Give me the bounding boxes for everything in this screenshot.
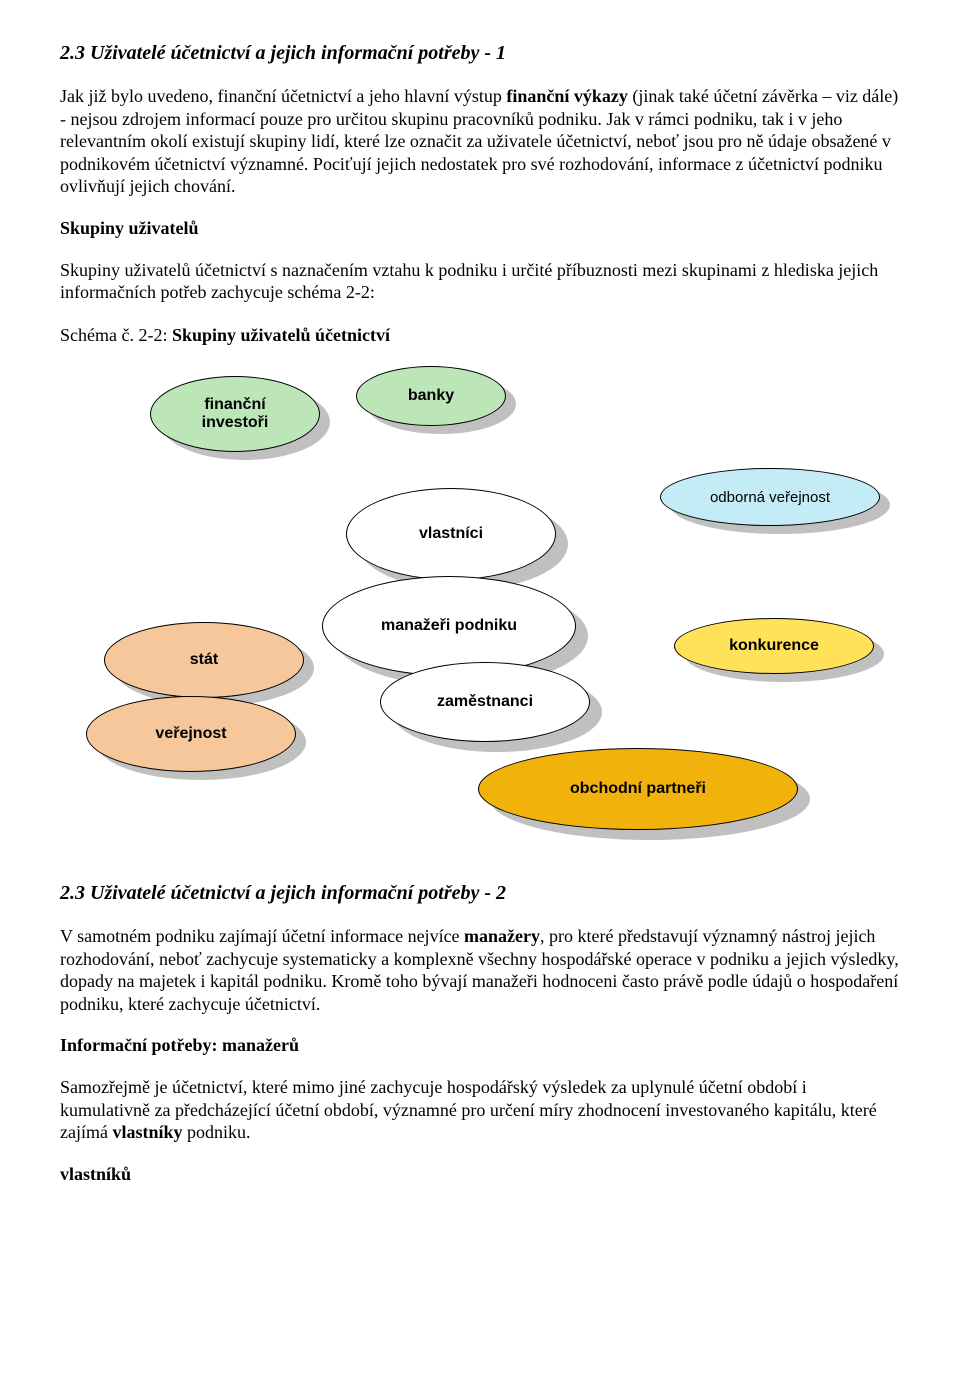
section2-heading: 2.3 Uživatelé účetnictví a jejich inform… xyxy=(60,882,900,905)
section1-sub1: Skupiny uživatelů xyxy=(60,218,900,239)
section2-para2-c: podniku. xyxy=(183,1122,251,1142)
ellipse-label-stat: stát xyxy=(190,651,218,669)
ellipse-manazeri: manažeři podniku xyxy=(322,576,576,676)
section1-para1: Jak již bylo uvedeno, finanční účetnictv… xyxy=(60,85,900,198)
section2-para2: Samozřejmě je účetnictví, které mimo jin… xyxy=(60,1076,900,1144)
ellipse-vlastnici: vlastníci xyxy=(346,488,556,580)
ellipse-label-vlastnici: vlastníci xyxy=(419,525,483,543)
section2-para2-b: vlastníky xyxy=(112,1122,182,1142)
section2-para1-b: manažery xyxy=(464,926,540,946)
ellipse-label-manazeri: manažeři podniku xyxy=(381,617,517,635)
ellipse-verejnost: veřejnost xyxy=(86,696,296,772)
ellipse-label-odborna: odborná veřejnost xyxy=(710,489,830,506)
section2-para1-a: V samotném podniku zajímají účetní infor… xyxy=(60,926,464,946)
section1-heading: 2.3 Uživatelé účetnictví a jejich inform… xyxy=(60,42,900,65)
ellipse-fin_investori: finančníinvestoři xyxy=(150,376,320,452)
ellipse-label-fin_investori: finančníinvestoři xyxy=(202,396,269,432)
section1-para1-b: finanční výkazy xyxy=(506,86,628,106)
schema-caption: Schéma č. 2-2: Skupiny uživatelů účetnic… xyxy=(60,324,900,347)
ellipse-obchodni: obchodní partneři xyxy=(478,748,798,830)
ellipse-label-banky: banky xyxy=(408,387,454,405)
ellipse-label-obchodni: obchodní partneři xyxy=(570,780,706,798)
schema-caption-a: Schéma č. 2-2: xyxy=(60,325,172,345)
ellipse-konkurence: konkurence xyxy=(674,618,874,674)
ellipse-label-zamestnanci: zaměstnanci xyxy=(437,693,533,711)
section2-para1: V samotném podniku zajímají účetní infor… xyxy=(60,925,900,1015)
ellipse-odborna: odborná veřejnost xyxy=(660,468,880,526)
ellipse-stat: stát xyxy=(104,622,304,698)
ellipse-zamestnanci: zaměstnanci xyxy=(380,662,590,742)
section2-sub2: vlastníků xyxy=(60,1164,900,1185)
section2-sub1: Informační potřeby: manažerů xyxy=(60,1035,900,1056)
users-diagram: finančníinvestoři banky odborná veřejnost v… xyxy=(60,366,880,846)
section1-para1-a: Jak již bylo uvedeno, finanční účetnictv… xyxy=(60,86,506,106)
ellipse-label-konkurence: konkurence xyxy=(729,637,819,655)
ellipse-label-verejnost: veřejnost xyxy=(155,725,226,743)
ellipse-banky: banky xyxy=(356,366,506,426)
section1-para3: Skupiny uživatelů účetnictví s naznačení… xyxy=(60,259,900,304)
schema-caption-b: Skupiny uživatelů účetnictví xyxy=(172,325,390,345)
